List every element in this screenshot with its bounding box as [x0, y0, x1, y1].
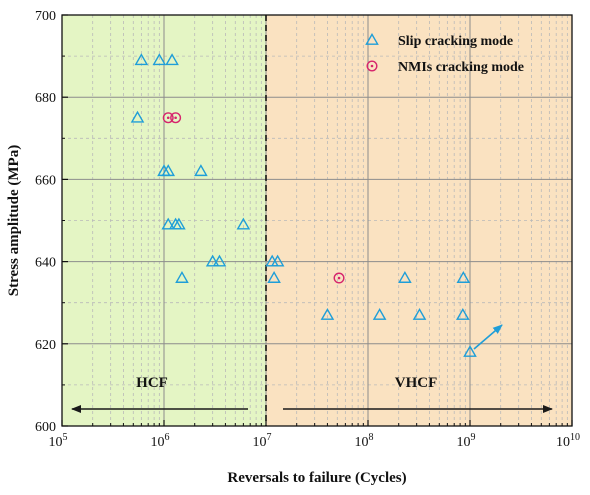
marker-center-dot: [166, 116, 170, 120]
data-point-slip: [267, 271, 281, 283]
marker-center-dot: [174, 116, 177, 120]
y-tick-label: 600: [35, 420, 56, 435]
legend: Slip cracking mode NMIs cracking mode: [365, 32, 524, 75]
data-point-slip: [398, 271, 412, 283]
data-point-slip: [152, 53, 167, 66]
data-point-slip: [130, 110, 145, 123]
x-axis-ticks: 105 106 107 108 109 1010: [49, 420, 580, 450]
legend-slip-label: Slip cracking mode: [398, 34, 513, 49]
y-tick-label: 620: [35, 338, 56, 353]
data-point-slip: [456, 271, 471, 283]
data-point-slip: [161, 217, 176, 230]
x-tick-label: 105: [49, 432, 68, 450]
runout-arrow: [473, 324, 503, 350]
marker-ring: [366, 60, 378, 72]
marker-center-dot: [370, 64, 374, 68]
data-point-slip: [205, 254, 220, 267]
data-point-slip: [194, 164, 208, 177]
marker-ring: [170, 112, 182, 124]
data-point-slip: [212, 254, 227, 267]
y-axis-ticks: 600 620 640 660 680 700: [35, 9, 68, 435]
y-tick-label: 640: [35, 256, 56, 271]
y-tick-label: 700: [35, 9, 56, 24]
x-tick-label: 1010: [556, 432, 580, 450]
data-points: [130, 53, 477, 357]
data-point-slip: [270, 254, 285, 267]
y-tick-label: 660: [35, 173, 56, 188]
y-axis-title: Stress amplitude (MPa): [6, 145, 22, 296]
vhcf-label: VHCF: [395, 375, 438, 391]
data-point-slip: [463, 345, 477, 357]
marker-ring: [162, 112, 174, 124]
hcf-label: HCF: [136, 375, 168, 391]
data-point-nmi: [162, 112, 174, 124]
data-point-slip: [455, 308, 470, 320]
data-point-slip: [165, 53, 179, 66]
data-point-slip: [134, 53, 149, 66]
major-grid: [62, 15, 572, 426]
y-tick-label: 680: [35, 91, 56, 106]
data-point-slip: [412, 308, 427, 320]
legend-slip-marker: [365, 32, 379, 45]
legend-circle-icon: [366, 60, 378, 72]
x-tick-label: 106: [151, 432, 170, 450]
data-point-slip: [372, 308, 387, 320]
marker-ring: [333, 272, 345, 284]
x-tick-label: 108: [355, 432, 374, 450]
data-point-slip: [172, 217, 186, 230]
x-tick-label: 107: [253, 432, 272, 450]
data-point-slip: [236, 217, 251, 230]
legend-nmi-label: NMIs cracking mode: [398, 60, 524, 75]
marker-center-dot: [337, 276, 341, 280]
x-tick-label: 109: [457, 432, 476, 450]
data-point-nmi: [333, 272, 345, 284]
data-point-nmi: [170, 112, 182, 124]
data-point-slip: [161, 164, 176, 177]
minor-grid: [62, 15, 572, 426]
data-point-slip: [320, 308, 335, 320]
x-axis-title: Reversals to failure (Cycles): [227, 470, 406, 486]
legend-nmi-marker: [366, 60, 378, 72]
data-point-slip: [175, 271, 189, 283]
legend-triangle-icon: [365, 32, 379, 45]
